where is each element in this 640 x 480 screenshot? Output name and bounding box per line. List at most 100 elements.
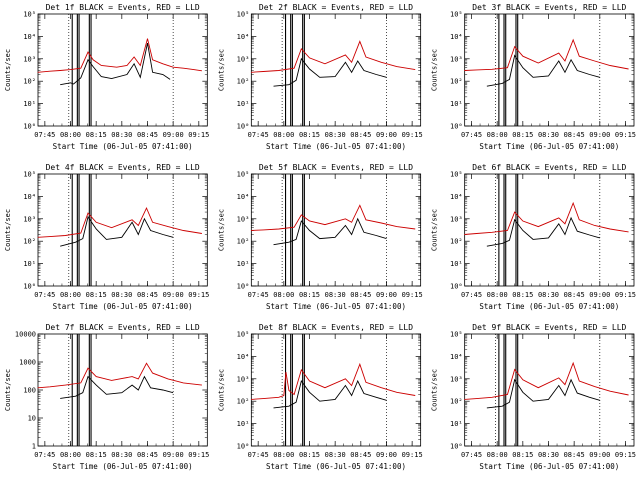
y-tick-label: 10³ xyxy=(23,215,36,223)
series-line-lld xyxy=(464,361,629,400)
y-tick-label: 10² xyxy=(237,238,250,246)
y-tick-label: 10³ xyxy=(237,215,250,223)
x-axis-label: Start Time (06-Jul-05 07:41:00) xyxy=(479,302,619,311)
y-tick-label: 10² xyxy=(237,78,250,86)
x-tick-label: 09:15 xyxy=(615,131,636,139)
y-tick-label: 10⁰ xyxy=(237,123,250,131)
x-tick-label: 07:45 xyxy=(248,131,269,139)
x-tick-label: 08:45 xyxy=(137,451,158,459)
x-tick-label: 08:00 xyxy=(60,131,81,139)
panel-title: Det 4f BLACK = Events, RED = LLD xyxy=(46,163,200,172)
y-tick-label: 10000 xyxy=(15,331,36,339)
plot-frame xyxy=(464,13,635,127)
panel-title: Det 2f BLACK = Events, RED = LLD xyxy=(259,3,413,12)
y-tick-label: 10 xyxy=(28,415,36,423)
panel-1: Det 1f BLACK = Events, RED = LLD Counts/s… xyxy=(4,3,209,151)
x-tick-label: 09:00 xyxy=(376,291,397,299)
y-axis-label: Counts/sec xyxy=(431,369,439,411)
y-tick-label: 10² xyxy=(450,78,463,86)
y-tick-label: 10⁵ xyxy=(237,171,250,179)
panel-5: Det 5f BLACK = Events, RED = LLD Counts/s… xyxy=(217,163,422,311)
y-tick-label: 10¹ xyxy=(237,260,250,268)
panel-title: Det 6f BLACK = Events, RED = LLD xyxy=(472,163,626,172)
y-tick-label: 10³ xyxy=(450,55,463,63)
y-axis-label: Counts/sec xyxy=(217,369,225,411)
series-line-lld xyxy=(37,362,202,389)
panel-6: Det 6f BLACK = Events, RED = LLD Counts/s… xyxy=(431,163,636,311)
y-tick-label: 10⁵ xyxy=(237,331,250,339)
y-tick-label: 10⁰ xyxy=(23,283,36,291)
x-tick-label: 08:45 xyxy=(350,451,371,459)
y-tick-label: 10² xyxy=(450,398,463,406)
y-tick-label: 10¹ xyxy=(450,420,463,428)
x-tick-label: 08:30 xyxy=(325,451,346,459)
y-tick-label: 10¹ xyxy=(450,260,463,268)
y-tick-label: 10⁰ xyxy=(237,283,250,291)
x-tick-label: 08:45 xyxy=(564,131,585,139)
x-tick-label: 08:15 xyxy=(86,131,107,139)
x-axis-label: Start Time (06-Jul-05 07:41:00) xyxy=(53,142,193,151)
panel-title: Det 3f BLACK = Events, RED = LLD xyxy=(472,3,626,12)
y-axis-label: Counts/sec xyxy=(4,209,12,251)
panel-8: Det 8f BLACK = Events, RED = LLD Counts/s… xyxy=(217,323,422,471)
x-tick-label: 09:00 xyxy=(163,291,184,299)
series-line-events xyxy=(273,57,387,87)
series-line-lld xyxy=(251,40,416,73)
y-tick-label: 10² xyxy=(23,238,36,246)
x-axis-label: Start Time (06-Jul-05 07:41:00) xyxy=(266,462,406,471)
series-line-events xyxy=(60,375,174,399)
x-tick-label: 08:45 xyxy=(350,131,371,139)
x-tick-label: 09:15 xyxy=(402,451,423,459)
y-tick-label: 10⁴ xyxy=(23,193,36,201)
x-tick-label: 08:15 xyxy=(299,131,320,139)
x-tick-label: 09:00 xyxy=(589,451,610,459)
y-tick-label: 10¹ xyxy=(23,100,36,108)
x-axis-label: Start Time (06-Jul-05 07:41:00) xyxy=(53,302,193,311)
x-tick-label: 08:00 xyxy=(487,291,508,299)
y-tick-label: 10⁴ xyxy=(237,33,250,41)
x-tick-label: 08:00 xyxy=(487,451,508,459)
x-tick-label: 08:00 xyxy=(60,291,81,299)
x-tick-label: 09:00 xyxy=(376,451,397,459)
y-tick-label: 10¹ xyxy=(23,260,36,268)
y-tick-label: 10² xyxy=(450,238,463,246)
plot-frame xyxy=(464,333,635,447)
x-tick-label: 08:15 xyxy=(299,291,320,299)
y-tick-label: 10³ xyxy=(23,55,36,63)
x-tick-label: 08:00 xyxy=(273,451,294,459)
panel-3: Det 3f BLACK = Events, RED = LLD Counts/s… xyxy=(431,3,636,151)
series-line-events xyxy=(486,378,600,409)
plot-frame xyxy=(250,13,422,127)
x-tick-label: 08:30 xyxy=(538,131,559,139)
y-tick-label: 10³ xyxy=(237,55,250,63)
y-tick-label: 10¹ xyxy=(450,100,463,108)
y-tick-label: 10⁵ xyxy=(450,171,463,179)
y-tick-label: 10⁰ xyxy=(450,443,463,451)
x-tick-label: 08:30 xyxy=(111,291,132,299)
y-axis-label: Counts/sec xyxy=(4,369,12,411)
y-tick-label: 10⁴ xyxy=(237,353,250,361)
x-tick-label: 07:45 xyxy=(248,451,269,459)
plot-frame xyxy=(37,333,208,447)
y-tick-label: 10⁴ xyxy=(23,33,36,41)
y-tick-label: 10⁵ xyxy=(23,171,36,179)
x-tick-label: 08:30 xyxy=(111,131,132,139)
x-tick-label: 09:00 xyxy=(589,291,610,299)
x-tick-label: 08:30 xyxy=(111,451,132,459)
series-line-events xyxy=(60,43,171,86)
y-tick-label: 10⁰ xyxy=(23,123,36,131)
y-tick-label: 10² xyxy=(23,78,36,86)
y-tick-label: 10⁴ xyxy=(450,193,463,201)
x-tick-label: 07:45 xyxy=(34,451,55,459)
y-tick-label: 10³ xyxy=(450,375,463,383)
y-tick-label: 10⁵ xyxy=(450,331,463,339)
series-line-events xyxy=(486,54,600,87)
x-tick-label: 08:15 xyxy=(86,451,107,459)
x-tick-label: 08:15 xyxy=(512,131,533,139)
y-tick-label: 10⁴ xyxy=(450,33,463,41)
x-axis-label: Start Time (06-Jul-05 07:41:00) xyxy=(266,302,406,311)
x-tick-label: 09:00 xyxy=(589,131,610,139)
x-tick-label: 08:15 xyxy=(86,291,107,299)
x-tick-label: 08:45 xyxy=(564,291,585,299)
